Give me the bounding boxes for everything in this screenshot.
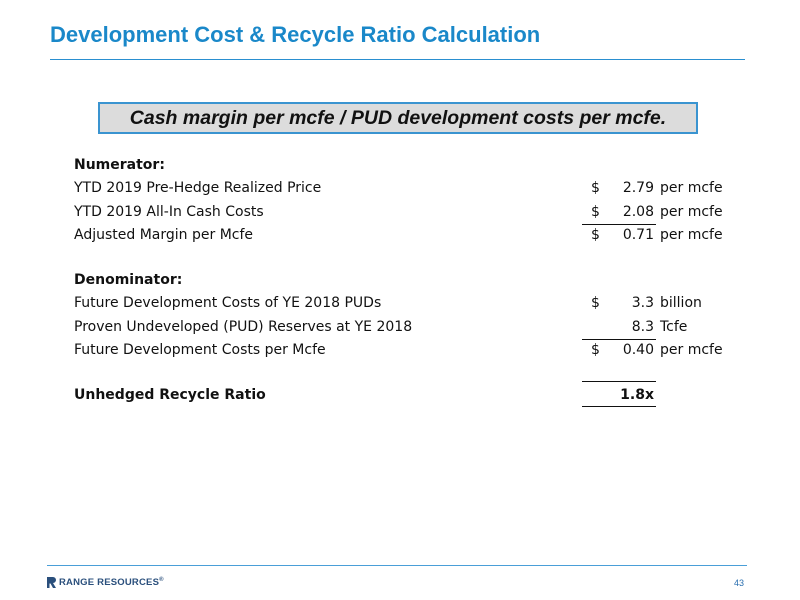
row-currency: $ bbox=[591, 295, 600, 311]
row-currency: $ bbox=[591, 204, 600, 220]
row-unit: per mcfe bbox=[660, 227, 723, 243]
result-value: 1.8x bbox=[620, 387, 654, 403]
row-value: 8.3 bbox=[631, 319, 654, 335]
page-title: Development Cost & Recycle Ratio Calcula… bbox=[50, 22, 541, 47]
footer-divider bbox=[47, 565, 747, 566]
row-unit: per mcfe bbox=[660, 204, 723, 220]
result-top-rule bbox=[582, 381, 656, 382]
range-logo-icon bbox=[47, 577, 56, 588]
row-label: Future Development Costs per Mcfe bbox=[74, 342, 326, 358]
table-row: YTD 2019 Pre-Hedge Realized Price $ 2.79… bbox=[0, 180, 800, 202]
table-row: Future Development Costs per Mcfe $ 0.40… bbox=[0, 342, 800, 364]
row-unit: billion bbox=[660, 295, 702, 311]
table-row: Proven Undeveloped (PUD) Reserves at YE … bbox=[0, 319, 800, 341]
result-label: Unhedged Recycle Ratio bbox=[74, 387, 266, 403]
row-label: Adjusted Margin per Mcfe bbox=[74, 227, 254, 243]
row-currency: $ bbox=[591, 227, 600, 243]
subtotal-rule bbox=[582, 339, 656, 340]
result-row: Unhedged Recycle Ratio 1.8x bbox=[0, 387, 800, 409]
subtotal-rule bbox=[582, 224, 656, 225]
row-currency: $ bbox=[591, 180, 600, 196]
row-value: 2.08 bbox=[622, 204, 654, 220]
row-label: YTD 2019 Pre-Hedge Realized Price bbox=[74, 180, 322, 196]
title-divider bbox=[50, 59, 745, 60]
row-label: Future Development Costs of YE 2018 PUDs bbox=[74, 295, 382, 311]
denominator-heading: Denominator: bbox=[74, 272, 183, 288]
row-currency: $ bbox=[591, 342, 600, 358]
row-label: Proven Undeveloped (PUD) Reserves at YE … bbox=[74, 319, 413, 335]
table-row: YTD 2019 All-In Cash Costs $ 2.08 per mc… bbox=[0, 204, 800, 226]
formula-box: Cash margin per mcfe / PUD development c… bbox=[98, 102, 698, 134]
row-value: 3.3 bbox=[631, 295, 654, 311]
row-unit: Tcfe bbox=[660, 319, 688, 335]
row-unit: per mcfe bbox=[660, 342, 723, 358]
page-number: 43 bbox=[733, 578, 744, 588]
row-value: 2.79 bbox=[622, 180, 654, 196]
logo-text: RANGE RESOURCES® bbox=[59, 577, 164, 589]
numerator-heading: Numerator: bbox=[74, 157, 165, 173]
numerator-heading-row: Numerator: bbox=[0, 157, 800, 179]
result-bottom-rule bbox=[582, 406, 656, 407]
row-value: 0.40 bbox=[622, 342, 654, 358]
denominator-heading-row: Denominator: bbox=[0, 272, 800, 294]
row-unit: per mcfe bbox=[660, 180, 723, 196]
table-row: Adjusted Margin per Mcfe $ 0.71 per mcfe bbox=[0, 227, 800, 249]
table-row: Future Development Costs of YE 2018 PUDs… bbox=[0, 295, 800, 317]
row-label: YTD 2019 All-In Cash Costs bbox=[74, 204, 264, 220]
row-value: 0.71 bbox=[622, 227, 654, 243]
